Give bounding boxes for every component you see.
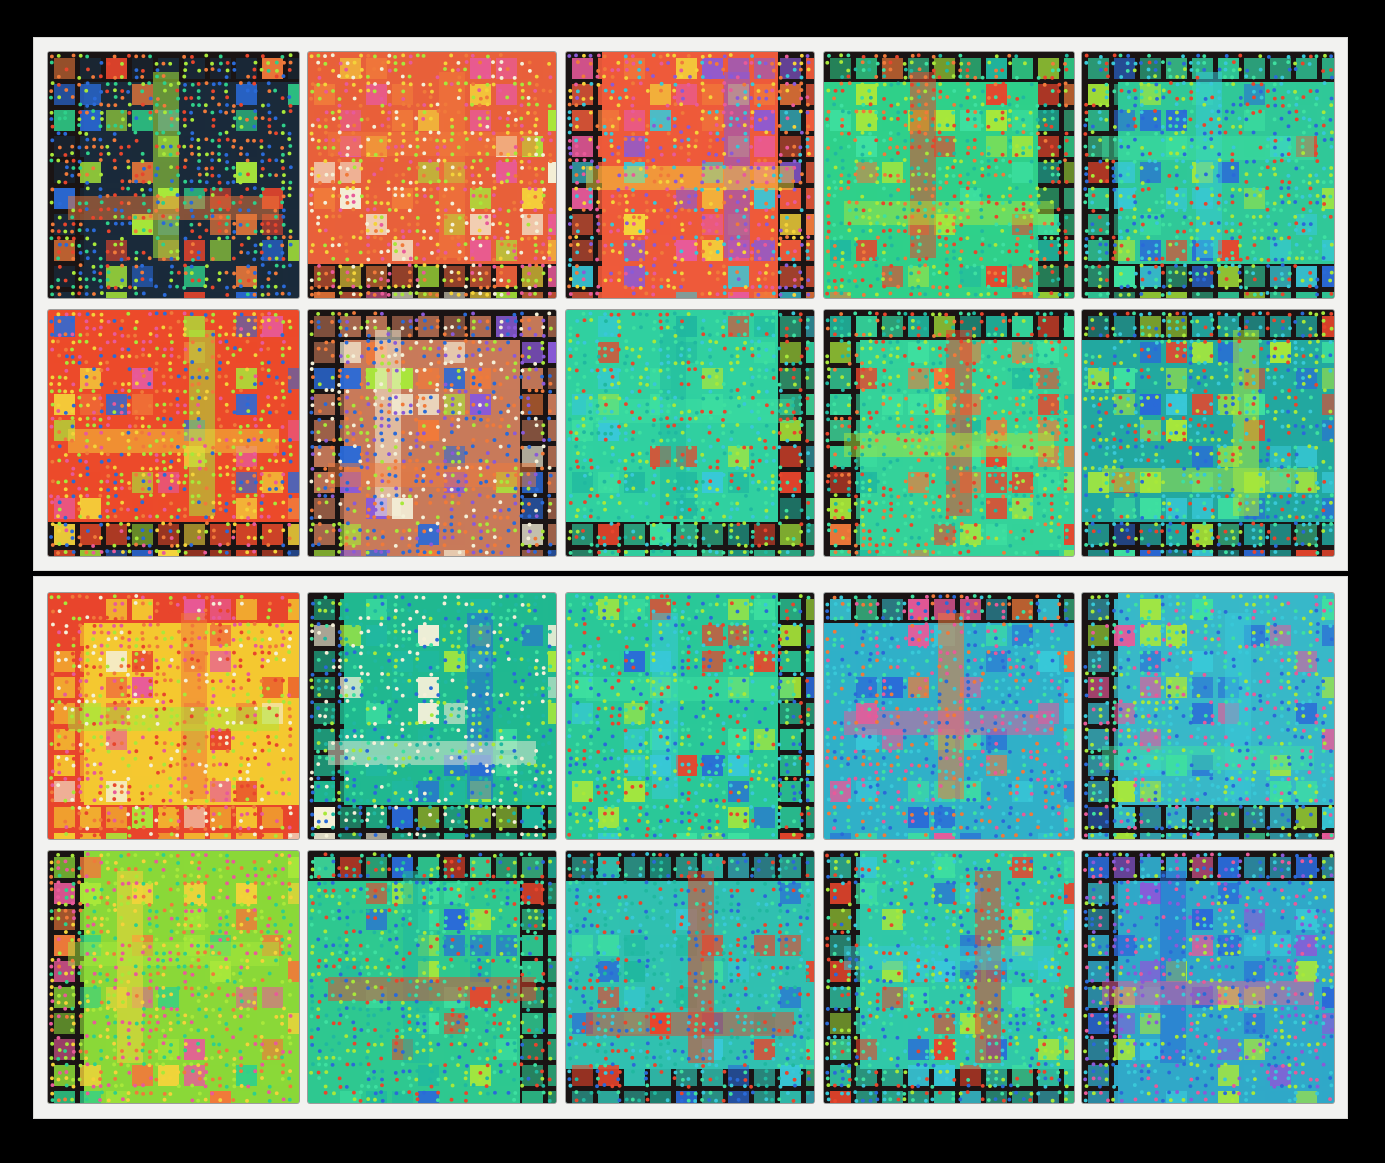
dot-painting [566, 593, 814, 839]
top-panel-canvas-8 [566, 310, 814, 556]
dot-painting [48, 593, 299, 839]
top-panel-canvas-1 [48, 52, 299, 298]
dot-painting [48, 851, 299, 1103]
dot-painting [1082, 851, 1334, 1103]
bottom-panel-canvas-5 [1082, 593, 1334, 839]
top-panel-canvas-7 [308, 310, 556, 556]
top-panel-canvas-9 [824, 310, 1074, 556]
bottom-panel-canvas-1 [48, 593, 299, 839]
top-panel-canvas-5 [1082, 52, 1334, 298]
dot-painting [566, 52, 814, 298]
bottom-panel-canvas-6 [48, 851, 299, 1103]
bottom-panel-canvas-7 [308, 851, 556, 1103]
top-panel-canvas-10 [1082, 310, 1334, 556]
dot-painting [566, 851, 814, 1103]
dot-painting [308, 593, 556, 839]
dot-painting [824, 593, 1074, 839]
dot-painting [308, 851, 556, 1103]
bottom-panel-canvas-10 [1082, 851, 1334, 1103]
dot-painting [1082, 310, 1334, 556]
top-panel-canvas-2 [308, 52, 556, 298]
dot-painting [1082, 52, 1334, 298]
dot-painting [1082, 593, 1334, 839]
top-panel-canvas-3 [566, 52, 814, 298]
top-panel-canvas-4 [824, 52, 1074, 298]
dot-painting [308, 52, 556, 298]
bottom-panel-canvas-2 [308, 593, 556, 839]
dot-painting [824, 310, 1074, 556]
dot-painting [308, 310, 556, 556]
dot-painting [566, 310, 814, 556]
bottom-panel-canvas-4 [824, 593, 1074, 839]
dot-painting [48, 310, 299, 556]
bottom-panel-canvas-3 [566, 593, 814, 839]
dot-painting [48, 52, 299, 298]
bottom-panel-canvas-8 [566, 851, 814, 1103]
bottom-panel-canvas-9 [824, 851, 1074, 1103]
dot-painting [824, 851, 1074, 1103]
dot-painting [824, 52, 1074, 298]
top-panel-canvas-6 [48, 310, 299, 556]
